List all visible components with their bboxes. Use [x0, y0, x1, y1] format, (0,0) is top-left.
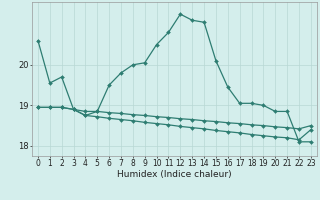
X-axis label: Humidex (Indice chaleur): Humidex (Indice chaleur) — [117, 170, 232, 179]
